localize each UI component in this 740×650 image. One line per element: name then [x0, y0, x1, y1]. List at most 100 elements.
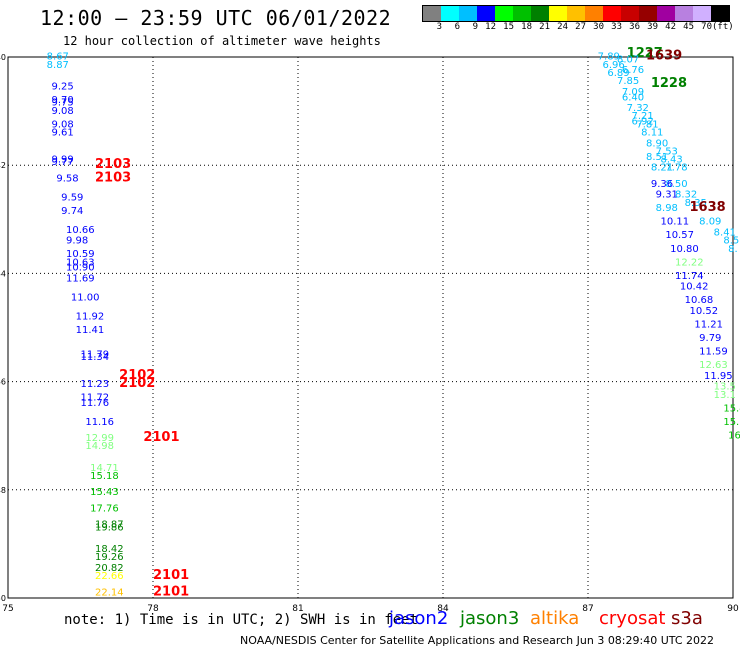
wave-height-label: 6.89	[607, 68, 629, 79]
time-label: 1638	[690, 200, 726, 215]
wave-height-label: 7.32	[627, 103, 649, 114]
wave-height-label: 15.	[723, 417, 739, 428]
wave-height-label: 11.95	[704, 371, 733, 382]
plot-frame	[7, 56, 734, 599]
legend-swatch	[477, 6, 495, 21]
wave-height-label: 22.14	[95, 587, 124, 598]
wave-height-label: 7.53	[656, 146, 678, 157]
legend-label: 70	[701, 22, 712, 32]
wave-height-label: 8.35	[685, 198, 707, 209]
wave-height-label: 8.43	[661, 154, 683, 165]
y-tick-label: -40	[0, 53, 6, 62]
wave-height-label: 19.26	[95, 552, 124, 563]
wave-height-label: 9.98	[66, 236, 88, 247]
wave-height-label: 8.51	[646, 152, 668, 163]
wave-height-label: 8.5	[723, 236, 739, 247]
time-label: 1228	[651, 76, 687, 91]
wave-height-label: 13.1	[714, 390, 736, 401]
legend-label: 18	[521, 22, 532, 32]
x-tick-label: 78	[147, 604, 159, 614]
legend-label: 27	[575, 22, 586, 32]
wave-height-label: 20.82	[95, 563, 124, 574]
wave-height-label: 11.16	[85, 417, 114, 428]
legend-swatch	[693, 6, 711, 21]
wave-height-label: 9.58	[56, 173, 78, 184]
legend-swatch	[585, 6, 603, 21]
x-tick-label: 87	[582, 604, 593, 614]
satellite-label: jason2	[389, 608, 449, 629]
wave-height-label: 10.66	[66, 225, 95, 236]
wave-height-label: 10.80	[670, 244, 699, 255]
wave-height-label: 8.98	[656, 203, 678, 214]
legend-label: 45	[683, 22, 694, 32]
legend-label: 12	[485, 22, 496, 32]
wave-height-label: 9.31	[656, 190, 678, 201]
wave-height-label: 22.66	[95, 571, 124, 582]
wave-height-label: 17.76	[90, 503, 119, 514]
wave-height-label: 12.22	[675, 257, 704, 268]
time-label: 2103	[95, 157, 131, 172]
wave-height-label: 10.42	[680, 282, 709, 293]
satellite-label: altika	[530, 608, 580, 629]
wave-height-label: 9.08	[52, 119, 74, 130]
wave-height-label: 7.09	[622, 87, 644, 98]
legend-label: 6	[454, 22, 460, 32]
wave-height-label: 9.79	[699, 333, 721, 344]
wave-height-label: 11.41	[76, 325, 105, 336]
wave-height-label: 14.98	[85, 441, 114, 452]
color-legend-bar	[422, 5, 730, 22]
wave-height-label: 16	[728, 430, 740, 441]
legend-label: 30	[593, 22, 604, 32]
legend-swatch	[459, 6, 477, 21]
wave-height-label: 9.61	[52, 127, 74, 138]
wave-height-label: 8.90	[646, 138, 668, 149]
wave-height-label: 10.52	[690, 306, 719, 317]
wave-height-label: 11.21	[694, 320, 723, 331]
wave-height-label: 7.89	[598, 52, 620, 63]
wave-height-label: 15.43	[90, 487, 119, 498]
legend-swatch	[441, 6, 459, 21]
x-tick-label: 81	[292, 604, 303, 614]
y-tick-label: -42	[0, 161, 6, 170]
x-tick-label: 90	[727, 604, 739, 614]
y-tick-label: -50	[0, 594, 6, 603]
credit-line: NOAA/NESDIS Center for Satellite Applica…	[240, 634, 715, 647]
wave-height-label: 13.5	[714, 382, 736, 393]
legend-swatch	[603, 6, 621, 21]
footnote: note: 1) Time is in UTC; 2) SWH is in fe…	[64, 612, 419, 628]
wave-height-label: 8.50	[665, 179, 687, 190]
y-tick-label: -48	[0, 486, 6, 495]
wave-height-label: 11.92	[76, 311, 105, 322]
wave-height-label: 9.08	[52, 106, 74, 117]
wave-height-label: 9.70	[52, 95, 74, 106]
time-label: 1639	[646, 49, 682, 64]
wave-height-label: 18.87	[95, 520, 124, 531]
wave-height-label: 11.74	[675, 271, 704, 282]
legend-swatch	[639, 6, 657, 21]
time-label: 2103	[95, 170, 131, 185]
wave-height-label: 15.4	[723, 403, 740, 414]
wave-height-label: 11.76	[81, 398, 110, 409]
wave-height-label: 8.11	[641, 127, 663, 138]
wave-height-label: 8.67	[47, 52, 69, 63]
legend-label: 21	[539, 22, 550, 32]
wave-height-label: 11.59	[699, 347, 728, 358]
legend-label: 36	[629, 22, 640, 32]
wave-height-label: 10.68	[685, 295, 714, 306]
wave-height-label: 7.85	[617, 76, 639, 87]
legend-label: 42	[665, 22, 676, 32]
wave-height-label: 11.00	[71, 292, 100, 303]
wave-height-label: 12.63	[699, 360, 728, 371]
wave-height-label: 8.87	[47, 60, 69, 71]
wave-height-label: 6.40	[622, 92, 644, 103]
wave-height-label: 6.96	[603, 60, 625, 71]
wave-height-label: 11.72	[81, 393, 110, 404]
wave-height-label: 8.	[728, 244, 738, 255]
legend-swatch	[423, 6, 441, 21]
wave-height-label: 11.79	[81, 349, 110, 360]
wave-height-label: 18.42	[95, 544, 124, 555]
satellite-label: cryosat	[599, 608, 666, 629]
wave-height-label: 10.59	[66, 249, 95, 260]
